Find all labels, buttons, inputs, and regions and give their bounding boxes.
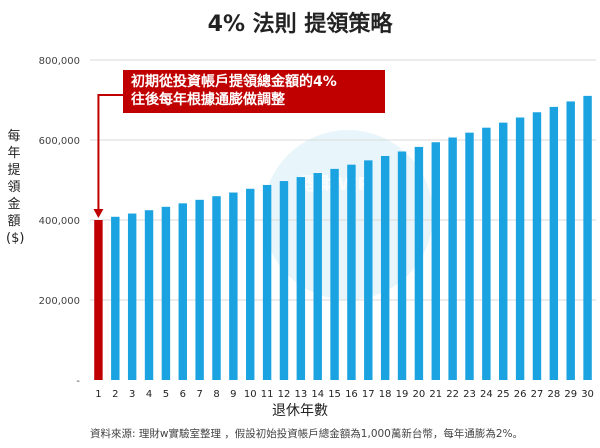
y-axis-label-char: 額 <box>7 214 21 229</box>
x-tick-label: 19 <box>396 389 409 400</box>
bar-year-26 <box>515 117 525 380</box>
y-tick-label: 800,000 <box>39 56 80 67</box>
x-tick-label: 4 <box>146 389 152 400</box>
x-tick-label: 24 <box>480 389 493 400</box>
x-tick-label: 1 <box>95 389 101 400</box>
bar-year-28 <box>549 106 559 381</box>
y-axis-label-char: ($) <box>6 231 25 246</box>
x-tick-label: 12 <box>278 389 291 400</box>
x-tick-label: 21 <box>429 389 442 400</box>
bar-year-5 <box>161 206 171 380</box>
x-tick-label: 9 <box>230 389 236 400</box>
bar-year-1 <box>94 220 103 380</box>
x-tick-label: 14 <box>311 389 324 400</box>
bar-year-12 <box>279 181 289 380</box>
bar-year-25 <box>499 122 508 380</box>
y-tick-label: 200,000 <box>39 296 80 307</box>
y-tick-label: 400,000 <box>39 216 80 227</box>
bar-year-4 <box>144 210 154 380</box>
bar-year-15 <box>330 168 339 380</box>
y-axis-label-char: 每 <box>7 129 21 144</box>
bar-year-18 <box>380 155 390 380</box>
bar-year-22 <box>448 137 457 380</box>
x-tick-label: 8 <box>213 389 219 400</box>
bar-year-7 <box>195 199 204 380</box>
x-tick-label: 6 <box>180 389 186 400</box>
y-tick-label: - <box>76 376 80 387</box>
bar-year-24 <box>482 127 491 380</box>
x-tick-label: 7 <box>196 389 202 400</box>
y-axis-label: 每 年 提 領 金 額 ($) <box>6 128 25 247</box>
x-tick-label: 28 <box>547 389 560 400</box>
bar-year-30 <box>583 95 592 380</box>
bar-year-2 <box>111 216 120 380</box>
bar-year-14 <box>313 173 322 380</box>
y-axis-label-char: 金 <box>7 197 21 212</box>
bar-year-6 <box>178 203 187 380</box>
x-tick-label: 23 <box>463 389 476 400</box>
x-tick-label: 5 <box>163 389 169 400</box>
bar-year-10 <box>246 188 255 380</box>
x-tick-label: 29 <box>564 389 577 400</box>
annotation-arrowhead <box>93 209 104 218</box>
bar-year-27 <box>532 112 542 380</box>
annotation-box: 初期從投資帳戶提領總金額的4% 往後每年根據通膨做調整 <box>123 70 385 113</box>
annotation-line-2: 往後每年根據通膨做調整 <box>131 92 285 108</box>
bar-year-11 <box>262 184 272 380</box>
x-tick-label: 2 <box>112 389 118 400</box>
bar-year-8 <box>212 196 221 380</box>
bar-year-20 <box>414 146 424 380</box>
y-axis-label-char: 年 <box>7 146 21 161</box>
bar-year-23 <box>465 132 474 380</box>
x-tick-label: 13 <box>294 389 307 400</box>
bar-year-19 <box>397 151 407 380</box>
x-tick-label: 26 <box>514 389 527 400</box>
x-tick-label: 10 <box>244 389 257 400</box>
bar-year-29 <box>566 101 575 380</box>
y-axis-label-char: 領 <box>7 180 21 195</box>
x-tick-label: 16 <box>345 389 358 400</box>
bar-year-16 <box>347 164 356 380</box>
x-tick-label: 11 <box>261 389 274 400</box>
x-tick-label: 20 <box>413 389 426 400</box>
y-axis-label-char: 提 <box>7 163 21 178</box>
x-tick-label: 3 <box>129 389 135 400</box>
annotation-line-1: 初期從投資帳戶提領總金額的4% <box>131 74 337 90</box>
x-tick-label: 27 <box>531 389 544 400</box>
bar-year-21 <box>431 142 440 380</box>
x-tick-label: 18 <box>379 389 392 400</box>
bar-year-3 <box>127 213 137 380</box>
x-tick-label: 22 <box>446 389 459 400</box>
chart-title: 4% 法則 提領策略 <box>207 12 393 37</box>
x-tick-label: 25 <box>497 389 510 400</box>
y-tick-label: 600,000 <box>39 136 80 147</box>
bar-year-17 <box>364 160 373 380</box>
bar-year-9 <box>229 192 238 380</box>
x-tick-label: 30 <box>581 389 594 400</box>
x-axis-label: 退休年數 <box>272 403 328 419</box>
annotation-arrow-line <box>97 94 123 212</box>
bar-year-13 <box>296 177 306 380</box>
x-tick-label: 17 <box>362 389 375 400</box>
x-tick-label: 15 <box>328 389 341 400</box>
source-note: 資料來源: 理財w實驗室整理 ，假設初始投資帳戶總金額為1,000萬新台幣，每年… <box>90 428 524 440</box>
